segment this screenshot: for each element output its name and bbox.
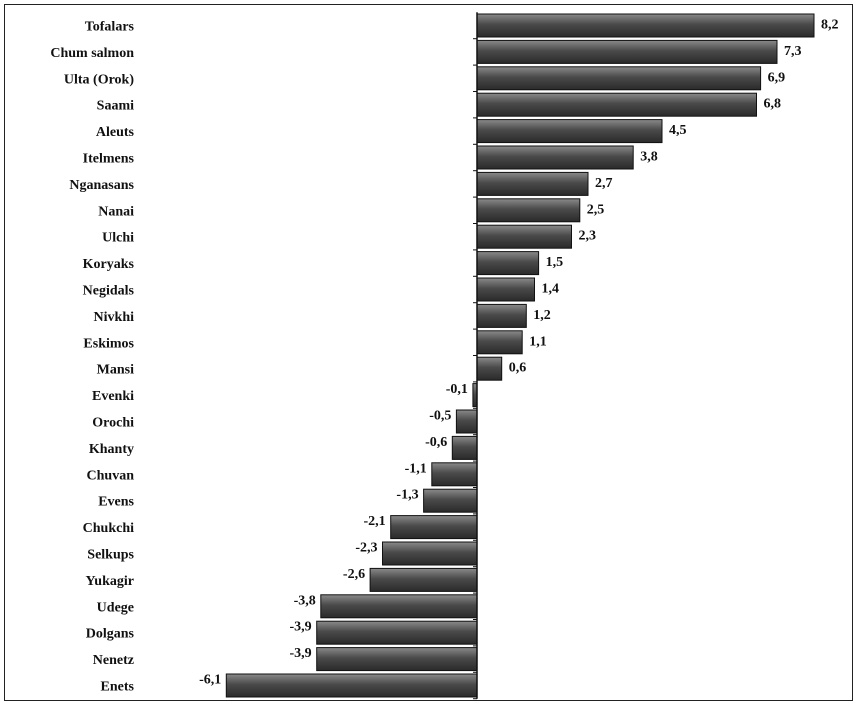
bar-tofalars xyxy=(476,13,815,38)
category-label: Itelmens xyxy=(83,152,135,167)
value-label: -3,9 xyxy=(290,646,312,661)
bar-chum-salmon xyxy=(476,39,778,64)
value-label: 0,6 xyxy=(509,361,527,376)
category-label: Ulchi xyxy=(102,231,134,246)
bar-chuvan xyxy=(431,462,478,487)
value-label: -0,5 xyxy=(429,409,451,424)
value-label: 1,5 xyxy=(546,255,564,270)
category-label: Saami xyxy=(97,99,134,114)
bar-udege xyxy=(320,594,478,619)
category-label: Eskimos xyxy=(83,336,134,351)
value-label: -3,8 xyxy=(294,593,316,608)
category-label: Khanty xyxy=(89,442,134,457)
bar-itelmens xyxy=(476,145,634,170)
category-label: Tofalars xyxy=(85,20,135,35)
category-label: Ulta (Orok) xyxy=(64,72,134,87)
bar-koryaks xyxy=(476,251,540,276)
category-label: Koryaks xyxy=(83,257,135,272)
bar-eskimos xyxy=(476,330,523,355)
value-label: 2,3 xyxy=(579,229,597,244)
value-label: 3,8 xyxy=(640,150,658,165)
value-label: 8,2 xyxy=(821,18,839,33)
bar-evens xyxy=(423,488,478,513)
bar-khanty xyxy=(451,435,478,460)
category-label: Nenetz xyxy=(93,653,134,668)
value-label: 2,7 xyxy=(595,176,613,191)
category-label: Nanai xyxy=(98,204,134,219)
value-label: -0,1 xyxy=(446,382,468,397)
value-label: -1,1 xyxy=(405,461,427,476)
labels-layer: Tofalars 8,2 Chum salmon 7,3 Ulta (Orok) 6,9 S… xyxy=(50,18,838,695)
bar-ulta-orok xyxy=(476,66,762,91)
bar-nganasans xyxy=(476,171,589,196)
category-label: Enets xyxy=(101,680,135,695)
value-label: 6,8 xyxy=(764,97,782,112)
bar-enets xyxy=(225,673,478,698)
bar-mansi xyxy=(476,356,503,381)
bar-negidals xyxy=(476,277,535,302)
category-label: Nivkhi xyxy=(94,310,135,325)
bar-aleuts xyxy=(476,119,663,144)
bar-nenetz xyxy=(316,647,478,672)
value-label: 7,3 xyxy=(784,44,802,59)
value-label: 2,5 xyxy=(587,202,605,217)
bar-chukchi xyxy=(390,515,478,540)
category-label: Dolgans xyxy=(86,627,135,642)
axis-ticks xyxy=(473,38,477,700)
category-label: Chuvan xyxy=(87,468,135,483)
bar-selkups xyxy=(382,541,478,566)
bar-nanai xyxy=(476,198,581,223)
value-label: -6,1 xyxy=(199,673,221,688)
category-label: Evens xyxy=(98,495,134,510)
bars-layer xyxy=(225,13,815,698)
value-label: 1,1 xyxy=(529,334,547,349)
category-label: Selkups xyxy=(87,548,134,563)
value-label: 1,4 xyxy=(542,282,560,297)
bar-nivkhi xyxy=(476,303,527,328)
value-label: 1,2 xyxy=(533,308,551,323)
category-label: Nganasans xyxy=(69,178,134,193)
category-label: Negidals xyxy=(83,284,135,299)
bar-ulchi xyxy=(476,224,572,249)
bar-yukagir xyxy=(369,567,478,592)
value-label: -2,6 xyxy=(343,567,365,582)
bar-dolgans xyxy=(316,620,478,645)
category-label: Chum salmon xyxy=(50,46,134,61)
value-label: 4,5 xyxy=(669,123,687,138)
category-label: Udege xyxy=(97,600,134,615)
bar-orochi xyxy=(455,409,478,434)
value-label: -0,6 xyxy=(425,435,447,450)
category-label: Evenki xyxy=(92,389,134,404)
value-label: -3,9 xyxy=(290,620,312,635)
value-label: -2,1 xyxy=(364,514,386,529)
category-label: Yukagir xyxy=(85,574,134,589)
value-label: 6,9 xyxy=(768,70,786,85)
category-label: Chukchi xyxy=(83,521,134,536)
value-label: -2,3 xyxy=(355,541,377,556)
category-label: Orochi xyxy=(92,416,134,431)
category-label: Mansi xyxy=(97,363,134,378)
bar-saami xyxy=(476,92,757,117)
category-label: Aleuts xyxy=(96,125,135,140)
value-label: -1,3 xyxy=(396,488,418,503)
